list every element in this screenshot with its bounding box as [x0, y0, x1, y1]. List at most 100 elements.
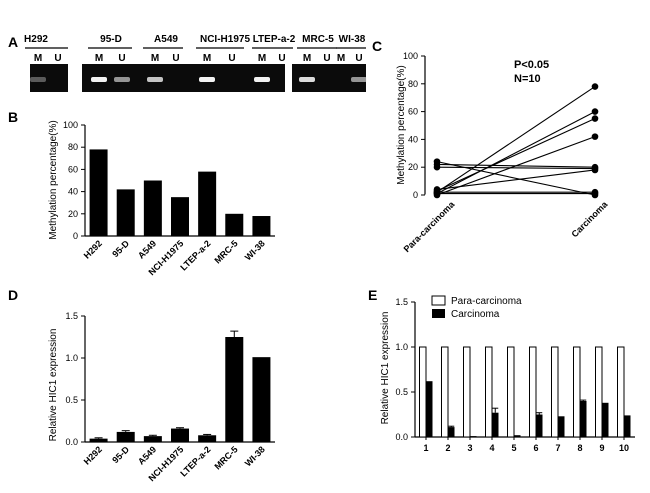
legend-label-carcinoma: Carcinoma: [451, 309, 500, 320]
y-axis-label: Relative HIC1 expression: [48, 329, 59, 442]
y-tick-label: 40: [408, 134, 418, 144]
point-carcinoma: [591, 191, 599, 199]
bar: [171, 197, 189, 236]
bar-carcinoma: [470, 436, 477, 437]
bar-para-carcinoma: [507, 346, 515, 438]
gel-lane-label: U: [278, 53, 285, 64]
bar-carcinoma: [602, 402, 609, 437]
gel-group-label: 95-D: [100, 34, 122, 45]
pair-line: [436, 161, 596, 196]
gel-lane-label: M: [258, 53, 266, 64]
bar-carcinoma: [624, 415, 631, 437]
panel-label-b: B: [8, 109, 18, 125]
y-tick-label: 80: [68, 142, 78, 152]
gel-band: [351, 77, 367, 82]
x-tick-label: LTEP-a-2: [178, 238, 212, 272]
gel-group-label: H292: [24, 34, 48, 45]
x-tick-label: Carcinoma: [569, 199, 610, 240]
gel-band: [147, 77, 163, 82]
gel-lane-label: U: [355, 53, 362, 64]
point-para-carcinoma: [433, 158, 441, 165]
y-tick-label: 1.0: [395, 342, 408, 352]
y-axis-label: Relative HIC1 expression: [380, 312, 391, 425]
gel-lane-label: U: [172, 53, 179, 64]
y-tick-label: 80: [408, 79, 418, 89]
bar-carcinoma: [448, 427, 455, 437]
y-tick-label: 0.5: [65, 395, 78, 405]
y-tick-label: 1.5: [395, 297, 408, 307]
chart-e-hic1-tissue: 0.0 0.5 1.0 1.5 Relative HIC1 expression 1 2 3 4…: [380, 295, 635, 453]
x-tick-label: 95-D: [110, 238, 131, 259]
y-tick-label: 20: [408, 162, 418, 172]
y-axis-label: Methylation percentage(%): [48, 120, 59, 240]
annotation-n: N=10: [514, 73, 541, 85]
gel-group-label: A549: [154, 34, 178, 45]
pair-line: [436, 118, 596, 192]
x-tick-label: Para-carcinoma: [402, 199, 458, 255]
gel-lane-label: U: [118, 53, 125, 64]
pair-line: [436, 163, 596, 168]
bar-para-carcinoma: [595, 346, 603, 438]
gel-strip: [30, 64, 68, 92]
bar: [225, 337, 244, 442]
gel-lane-label: U: [228, 53, 235, 64]
legend-swatch-carcinoma: [432, 309, 445, 318]
gel-lane-label: M: [95, 53, 103, 64]
y-tick-label: 0.0: [395, 432, 408, 442]
annotation-p-value: P<0.05: [514, 59, 549, 71]
bar-para-carcinoma: [485, 346, 493, 438]
gel-group-label: LTEP-a-2: [253, 34, 296, 45]
bar: [143, 436, 162, 442]
gel-lane-label: M: [203, 53, 211, 64]
bar-carcinoma: [426, 381, 433, 437]
gel-group-label: WI-38: [339, 34, 366, 45]
bar: [171, 428, 189, 442]
x-tick-label: 10: [619, 443, 629, 453]
gel-band: [199, 77, 215, 82]
point-carcinoma: [591, 83, 599, 90]
point-carcinoma: [591, 108, 599, 115]
bar: [89, 149, 108, 236]
gel-band: [114, 77, 130, 82]
x-tick-label: 3: [467, 443, 472, 453]
gel-lane-label: U: [323, 53, 330, 64]
bar-para-carcinoma: [419, 346, 427, 438]
point-carcinoma: [591, 133, 599, 140]
x-tick-label: 7: [555, 443, 560, 453]
y-tick-label: 0: [413, 190, 418, 200]
x-tick-label: 9: [599, 443, 604, 453]
bar: [198, 435, 217, 442]
y-tick-label: 0.0: [65, 437, 78, 447]
gel-lane-label: U: [54, 53, 61, 64]
chart-d-hic1-cell-lines: 0.0 0.5 1.0 1.5 Relative HIC1 expression H292…: [48, 311, 275, 483]
gel-lane-label: M: [34, 53, 42, 64]
y-tick-label: 100: [403, 51, 418, 61]
bar: [252, 357, 271, 442]
pair-line: [436, 169, 596, 190]
y-tick-label: 1.5: [65, 311, 78, 321]
x-tick-label: 2: [445, 443, 450, 453]
y-tick-label: 1.0: [65, 353, 78, 363]
bar-carcinoma: [536, 414, 543, 437]
chart-c-methylation-paired: 0 20 40 60 80 100 Methylation percentage(%) Par…: [396, 51, 622, 254]
y-tick-label: 20: [68, 209, 78, 219]
x-tick-label: A549: [136, 444, 158, 466]
x-tick-label: 5: [511, 443, 516, 453]
point-para-carcinoma: [433, 163, 441, 171]
gel-band: [91, 77, 107, 82]
bar-carcinoma: [514, 435, 521, 437]
panel-label-c: C: [372, 38, 382, 54]
x-tick-label: WI-38: [243, 444, 267, 468]
bar: [116, 189, 135, 236]
bar-para-carcinoma: [551, 346, 559, 438]
y-tick-label: 40: [68, 187, 78, 197]
panel-label-a: A: [8, 34, 18, 50]
x-tick-label: 95-D: [110, 444, 131, 465]
bar: [225, 213, 244, 236]
point-carcinoma: [591, 115, 599, 122]
bar: [116, 431, 135, 442]
bar: [89, 438, 108, 442]
gel-band: [254, 77, 270, 82]
